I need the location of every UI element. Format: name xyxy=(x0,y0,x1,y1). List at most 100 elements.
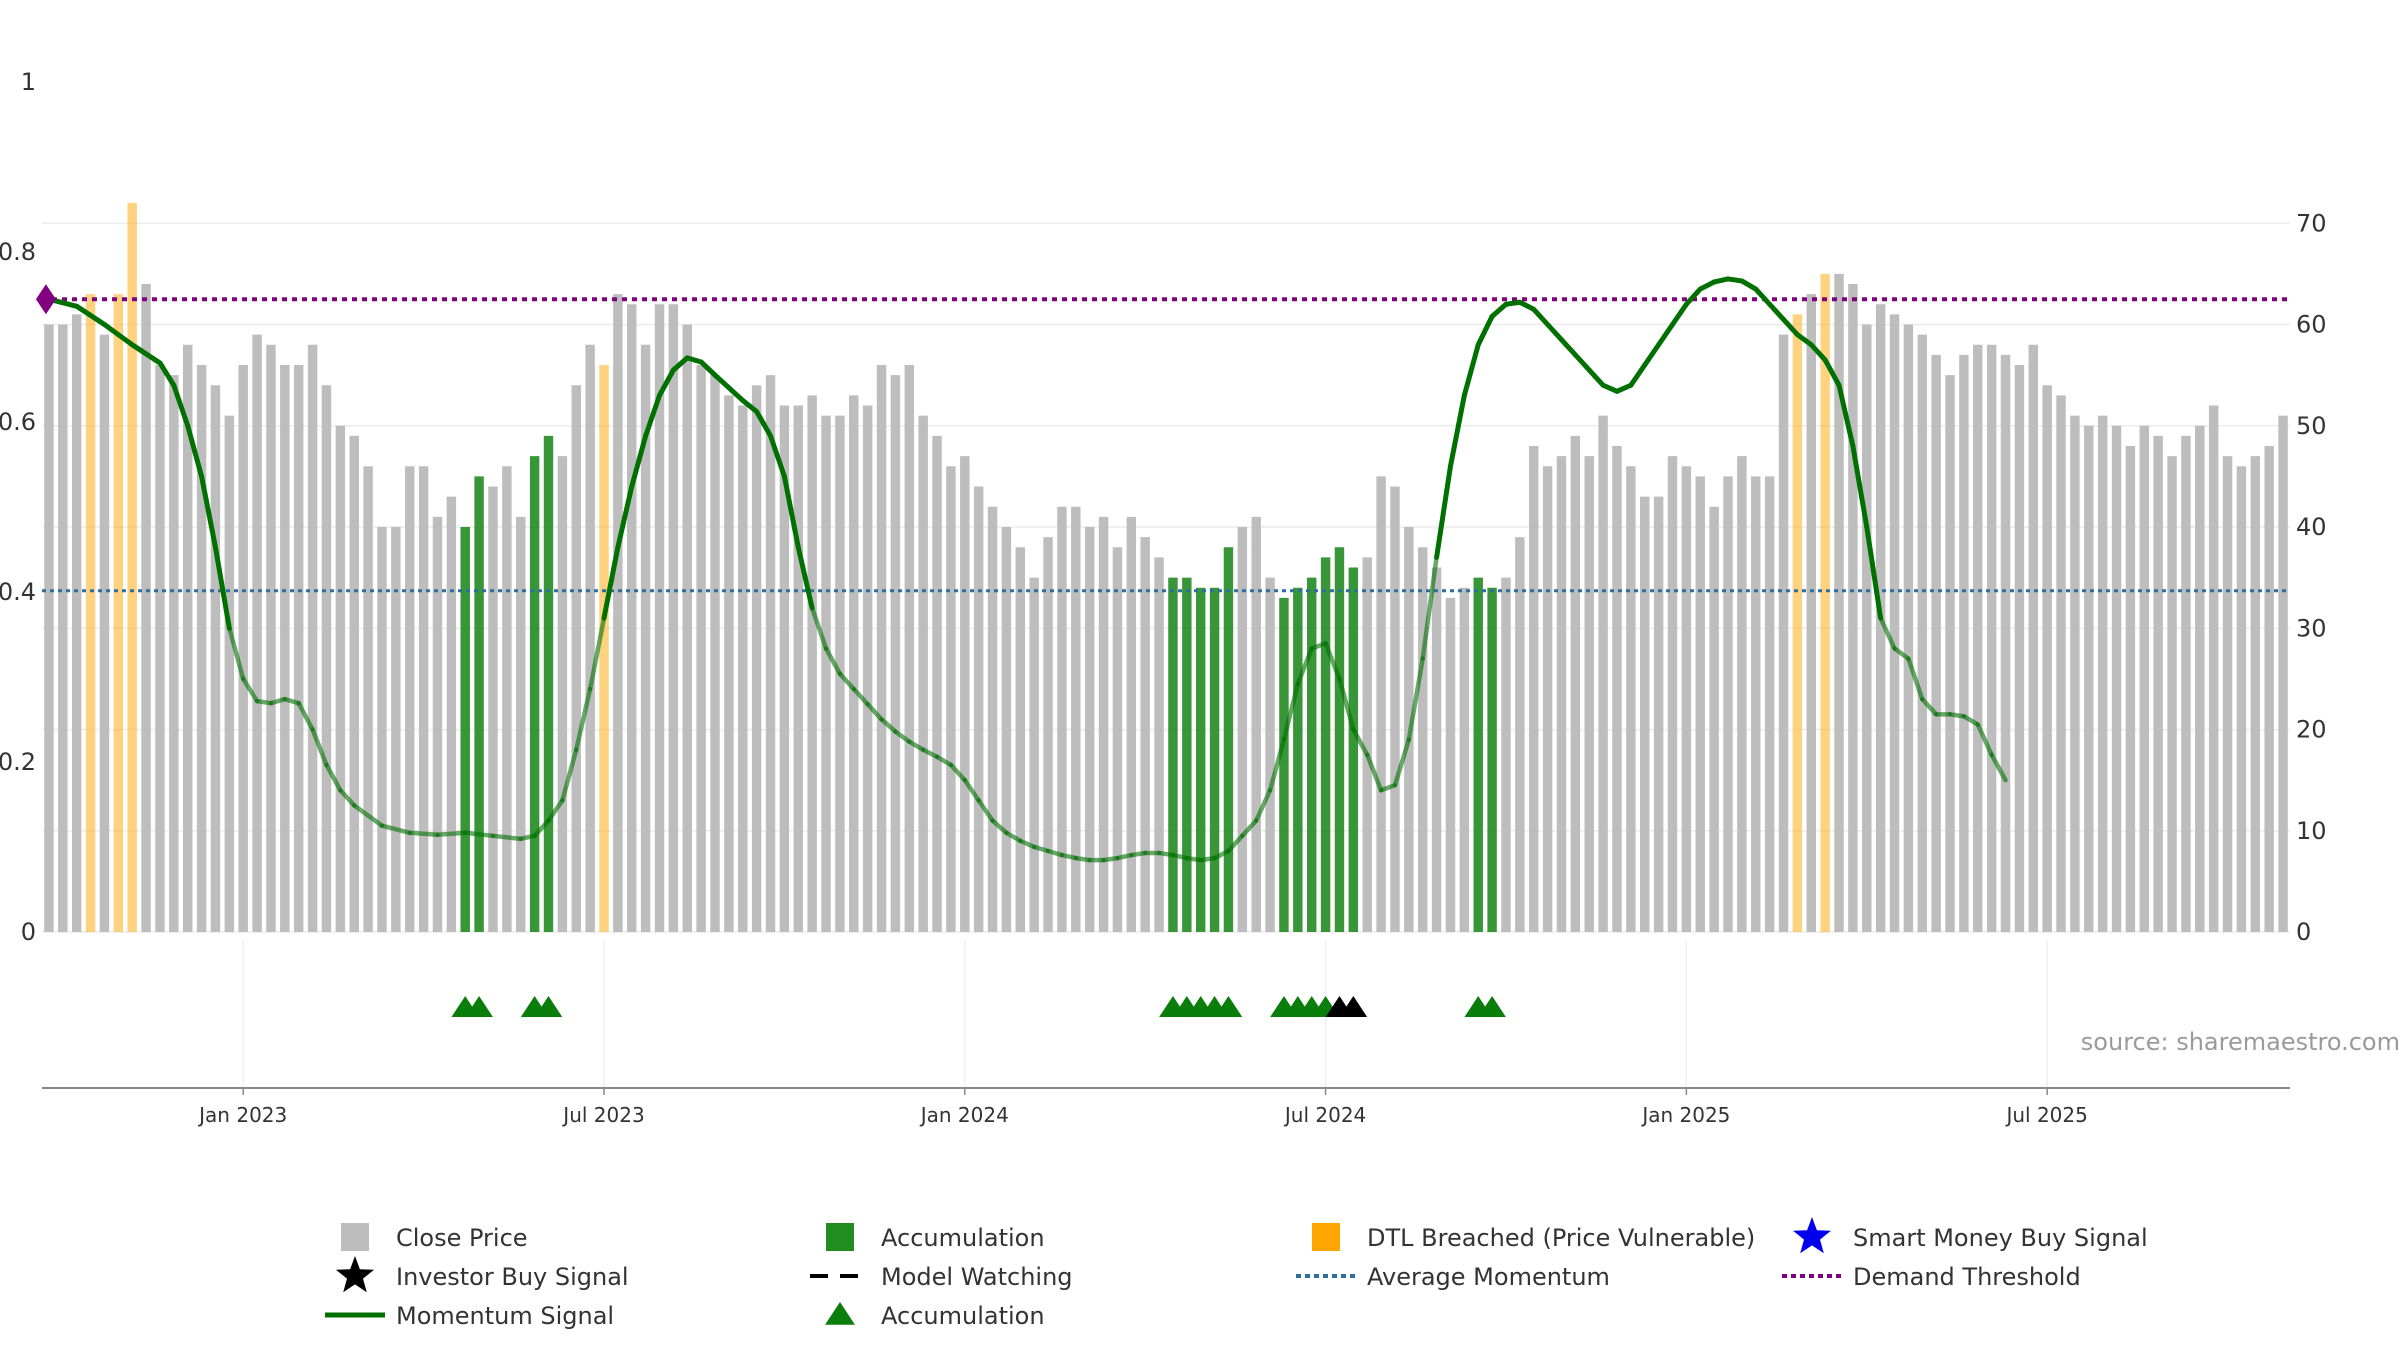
accumulation-bar xyxy=(1209,587,1220,932)
momentum-segment xyxy=(1226,833,1245,854)
price-bar xyxy=(502,466,512,932)
price-bar xyxy=(1751,476,1761,932)
momentum-segment xyxy=(1489,301,1509,319)
dtl-breached-bar xyxy=(85,294,96,932)
momentum-segment xyxy=(185,423,205,479)
momentum-segment xyxy=(157,360,177,388)
momentum-segment xyxy=(212,544,232,631)
momentum-segment xyxy=(1309,641,1328,651)
price-bar xyxy=(765,375,776,932)
price-bar xyxy=(169,375,179,932)
momentum-segment xyxy=(879,717,898,734)
legend-item-momentum: Momentum Signal xyxy=(325,1302,614,1330)
momentum-segment xyxy=(1351,727,1370,758)
legend-label: Accumulation xyxy=(881,1302,1045,1330)
accumulation-bar xyxy=(1334,547,1345,932)
momentum-segment xyxy=(532,818,551,839)
x-axis-date-label: Jul 2024 xyxy=(1283,1103,1366,1127)
dtl-breached-bar xyxy=(1820,273,1830,932)
momentum-segment xyxy=(1656,322,1675,348)
momentum-segment xyxy=(1170,852,1190,861)
momentum-segment xyxy=(1781,316,1800,338)
price-bar xyxy=(2056,395,2066,932)
momentum-segment xyxy=(1337,676,1356,732)
momentum-segment xyxy=(712,372,746,403)
price-bar xyxy=(2264,446,2274,932)
momentum-segment xyxy=(1392,737,1412,788)
price-bar xyxy=(446,496,457,932)
momentum-segment xyxy=(837,671,857,692)
price-bar xyxy=(516,516,526,932)
momentum-segment xyxy=(629,433,649,489)
momentum-segment xyxy=(809,605,829,651)
momentum-segment xyxy=(101,322,135,348)
price-bar xyxy=(71,314,82,932)
price-bar xyxy=(1529,446,1539,932)
price-bar xyxy=(1959,354,1969,932)
accumulation-bar xyxy=(1168,577,1178,932)
price-bar xyxy=(738,405,748,932)
momentum-segment xyxy=(920,747,940,760)
price-bar xyxy=(1626,466,1636,932)
momentum-segment xyxy=(657,367,676,398)
x-axis-date-label: Jan 2024 xyxy=(919,1103,1009,1127)
accumulation-triangle-marker xyxy=(1214,996,1243,1017)
accumulation-bar xyxy=(543,435,554,932)
price-bar xyxy=(1098,516,1109,932)
left-axis-tick-label: 1 xyxy=(21,68,36,96)
price-bar xyxy=(1667,456,1678,932)
price-bar xyxy=(1848,284,1858,932)
price-bar xyxy=(2014,365,2025,932)
legend-label: Demand Threshold xyxy=(1853,1263,2081,1291)
price-bar xyxy=(1542,466,1553,932)
price-bar xyxy=(1945,375,1955,932)
price-bar xyxy=(349,435,359,932)
price-bar xyxy=(973,486,984,932)
momentum-segment xyxy=(1004,830,1023,844)
price-bar xyxy=(2028,344,2039,932)
price-bar xyxy=(904,365,915,932)
momentum-segment xyxy=(670,355,690,373)
price-bar xyxy=(918,415,928,932)
momentum-segment xyxy=(1045,848,1065,858)
momentum-segment xyxy=(1212,848,1231,861)
momentum-segment xyxy=(823,646,843,677)
right-axis-tick-label: 20 xyxy=(2296,716,2327,744)
momentum-segment xyxy=(1420,555,1439,661)
momentum-segment xyxy=(1378,782,1398,793)
momentum-segment xyxy=(795,544,815,611)
price-bar xyxy=(779,405,790,932)
price-bar xyxy=(418,466,429,932)
momentum-segment xyxy=(1642,342,1662,368)
momentum-segment xyxy=(407,830,440,838)
price-bar xyxy=(1640,496,1650,932)
price-bar xyxy=(654,304,665,932)
price-bar xyxy=(1973,344,1983,932)
accumulation-bar xyxy=(1348,567,1359,932)
x-axis-date-label: Jul 2023 xyxy=(561,1103,644,1127)
momentum-segment xyxy=(1447,392,1467,469)
right-axis-tick-label: 40 xyxy=(2296,513,2327,541)
legend-item-smart-money: Smart Money Buy Signal xyxy=(1793,1217,2148,1254)
accumulation-bar xyxy=(1223,547,1234,932)
momentum-segment xyxy=(1836,382,1856,449)
momentum-segment xyxy=(1267,737,1287,793)
price-bar xyxy=(2167,456,2177,932)
price-bar xyxy=(1140,537,1150,932)
x-axis-date-label: Jan 2025 xyxy=(1640,1103,1730,1127)
price-bar xyxy=(696,365,706,932)
momentum-segment xyxy=(1031,844,1051,854)
momentum-segment xyxy=(1198,855,1217,863)
x-axis-date-label: Jul 2025 xyxy=(2004,1103,2087,1127)
right-axis-tick-label: 0 xyxy=(2296,918,2311,946)
gridlines xyxy=(42,222,2290,1088)
price-bar xyxy=(1556,456,1567,932)
price-bar xyxy=(2195,425,2205,932)
momentum-segment xyxy=(227,626,246,682)
momentum-segment xyxy=(1961,714,1981,727)
accumulation-triangle-marker xyxy=(534,996,563,1017)
accumulation-bar xyxy=(1487,587,1497,932)
price-bar xyxy=(1903,324,1914,932)
price-bar xyxy=(280,365,290,932)
price-bar xyxy=(1362,557,1372,932)
